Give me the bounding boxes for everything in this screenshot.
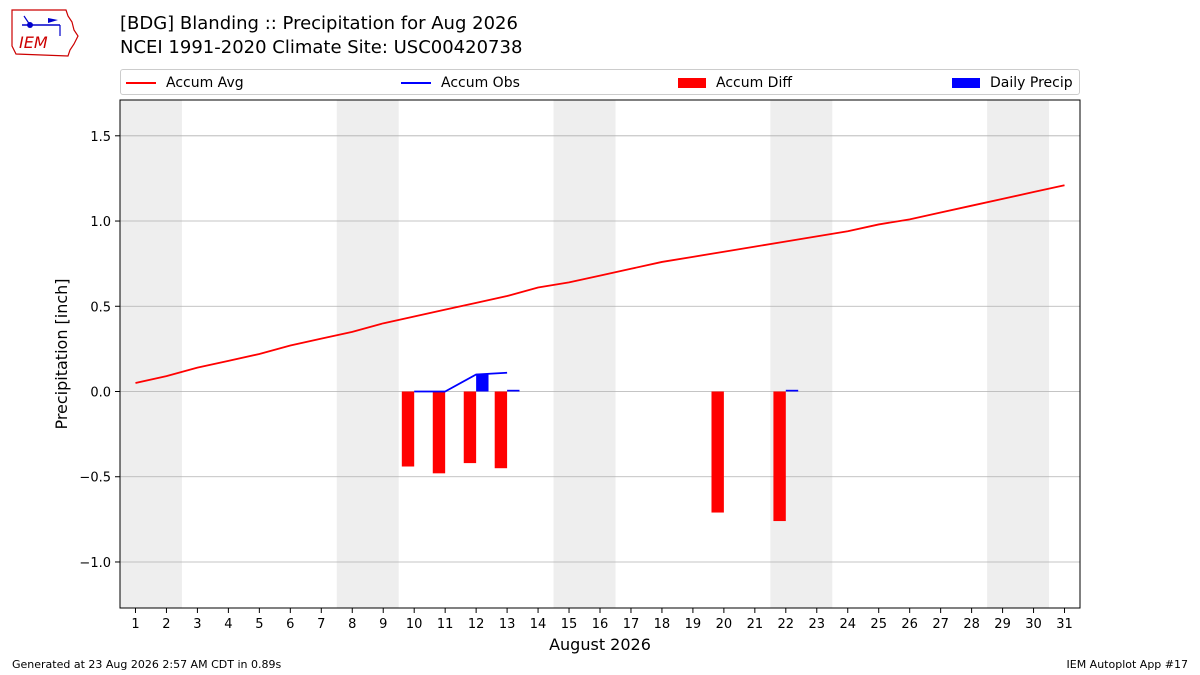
x-tick-label: 30 [1025, 617, 1042, 632]
x-tick-label: 27 [932, 617, 949, 632]
accum-diff-bar [711, 391, 724, 513]
x-tick-label: 13 [499, 617, 516, 632]
accum-diff-bar [463, 391, 477, 464]
x-tick-label: 22 [778, 617, 795, 632]
legend-label-accum-obs: Accum Obs [441, 75, 520, 91]
app-credit: IEM Autoplot App #17 [1066, 658, 1189, 671]
chart-subtitle: NCEI 1991-2020 Climate Site: USC00420738 [120, 37, 523, 58]
x-tick-label: 28 [963, 617, 980, 632]
y-axis-label: Precipitation [inch] [52, 278, 71, 429]
legend-item-accum-avg: Accum Avg [126, 73, 244, 93]
x-tick-label: 3 [193, 617, 201, 632]
x-tick-label: 29 [994, 617, 1011, 632]
daily-precip-bar [476, 374, 489, 392]
x-tick-label: 21 [747, 617, 764, 632]
legend-item-accum-diff: Accum Diff [678, 73, 792, 93]
daily-precip-bar [785, 389, 799, 392]
x-tick-label: 14 [530, 617, 547, 632]
accum-diff-bar [401, 391, 415, 467]
legend-item-accum-obs: Accum Obs [401, 73, 520, 93]
x-axis-label: August 2026 [549, 635, 651, 654]
x-tick-label: 1 [131, 617, 139, 632]
legend: Accum Avg Accum Obs Accum Diff Daily Pre… [120, 69, 1080, 95]
x-tick-label: 31 [1056, 617, 1073, 632]
y-tick-label: 0.0 [90, 386, 111, 401]
weekend-band [553, 100, 616, 608]
x-tick-label: 9 [379, 617, 387, 632]
accum-diff-bar [432, 391, 446, 474]
x-tick-label: 17 [623, 617, 640, 632]
logo-text: IEM [19, 33, 48, 52]
x-tick-label: 24 [839, 617, 856, 632]
x-tick-label: 8 [348, 617, 356, 632]
x-tick-label: 12 [468, 617, 485, 632]
legend-swatch-accum-obs [401, 82, 431, 84]
accum-diff-bar [494, 391, 508, 469]
chart-title: [BDG] Blanding :: Precipitation for Aug … [120, 13, 518, 34]
legend-label-accum-avg: Accum Avg [166, 75, 244, 91]
x-tick-label: 25 [870, 617, 887, 632]
daily-precip-bar [507, 389, 520, 392]
x-tick-label: 2 [162, 617, 170, 632]
iem-logo: IEM [8, 6, 80, 58]
x-tick-label: 15 [561, 617, 578, 632]
y-tick-label: −0.5 [79, 471, 111, 486]
x-tick-label: 19 [685, 617, 702, 632]
accum-diff-bar [773, 391, 786, 522]
iem-logo-graphic: IEM [11, 9, 79, 57]
x-tick-label: 26 [901, 617, 918, 632]
x-tick-label: 18 [654, 617, 671, 632]
y-tick-label: 0.5 [90, 300, 111, 315]
legend-swatch-daily-precip [952, 78, 980, 88]
legend-swatch-accum-avg [126, 82, 156, 84]
accum-obs-line [414, 371, 508, 393]
generated-timestamp: Generated at 23 Aug 2026 2:57 AM CDT in … [12, 658, 282, 671]
y-tick-label: 1.5 [90, 130, 111, 145]
weekend-band [120, 100, 182, 608]
legend-label-accum-diff: Accum Diff [716, 75, 793, 91]
weekend-band [987, 100, 1050, 608]
legend-swatch-accum-diff [678, 78, 706, 88]
y-tick-label: −1.0 [79, 556, 111, 571]
legend-label-daily-precip: Daily Precip [990, 75, 1073, 91]
weekend-band [336, 100, 399, 608]
x-tick-label: 5 [255, 617, 263, 632]
x-tick-label: 4 [224, 617, 232, 632]
x-tick-label: 23 [809, 617, 826, 632]
accum-avg-line [135, 184, 1065, 384]
x-tick-label: 6 [286, 617, 294, 632]
y-tick-label: 1.0 [90, 215, 111, 230]
x-tick-label: 10 [406, 617, 423, 632]
x-tick-label: 7 [317, 617, 325, 632]
weekend-band [770, 100, 833, 608]
x-tick-label: 11 [437, 617, 454, 632]
legend-item-daily-precip: Daily Precip [952, 73, 1073, 93]
x-tick-label: 20 [716, 617, 733, 632]
x-tick-label: 16 [592, 617, 609, 632]
